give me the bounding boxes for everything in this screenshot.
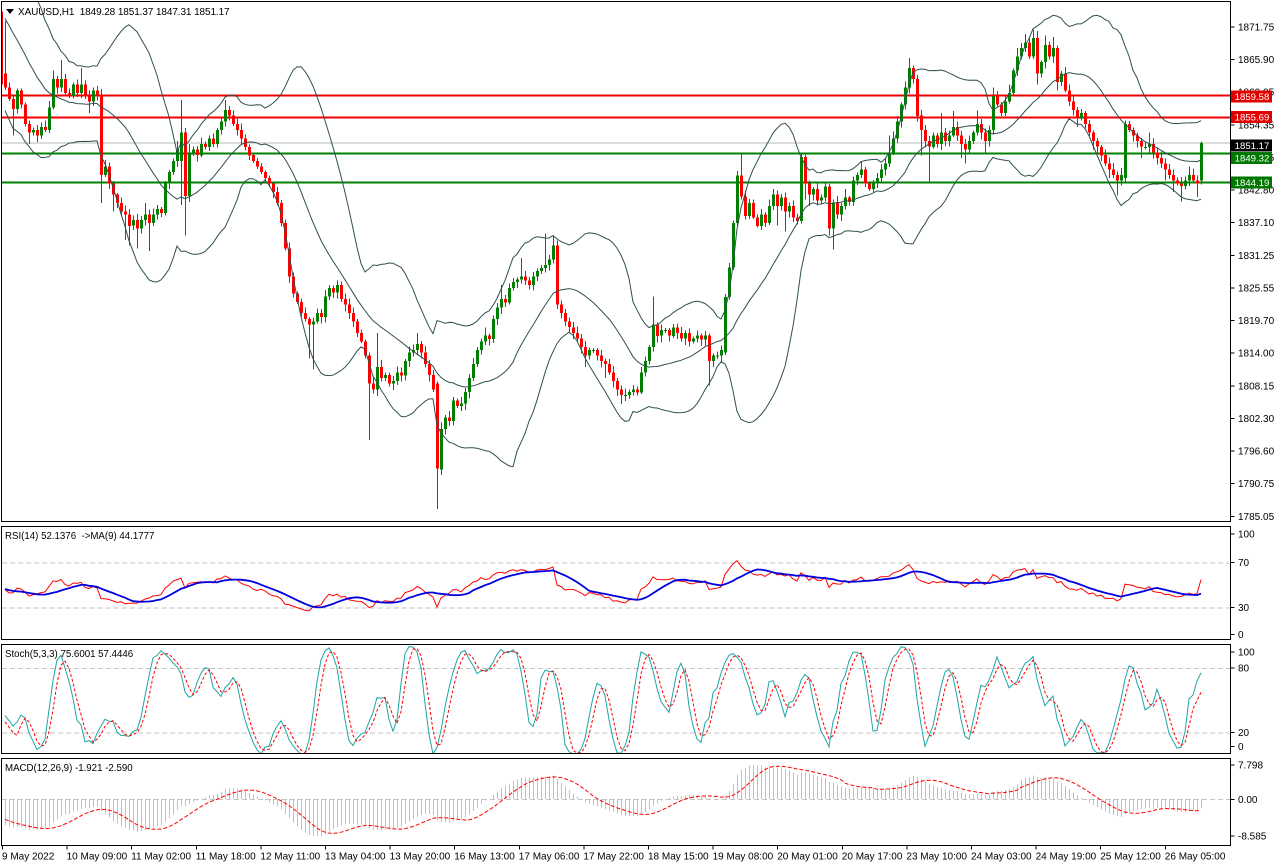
- svg-text:10 May 09:00: 10 May 09:00: [67, 852, 128, 863]
- svg-text:1837.10: 1837.10: [1238, 218, 1275, 229]
- svg-text:9 May 2022: 9 May 2022: [2, 852, 55, 863]
- svg-text:1849.32: 1849.32: [1235, 154, 1270, 165]
- svg-text:0: 0: [1238, 630, 1244, 641]
- svg-text:1814.00: 1814.00: [1238, 349, 1275, 360]
- svg-text:11 May 02:00: 11 May 02:00: [131, 852, 191, 863]
- svg-text:0: 0: [1238, 742, 1244, 753]
- svg-text:1865.90: 1865.90: [1238, 55, 1275, 66]
- svg-text:12 May 11:00: 12 May 11:00: [260, 852, 320, 863]
- svg-text:17 May 22:00: 17 May 22:00: [583, 852, 644, 863]
- svg-text:19 May 08:00: 19 May 08:00: [713, 852, 774, 863]
- svg-text:17 May 06:00: 17 May 06:00: [519, 852, 580, 863]
- svg-text:18 May 15:00: 18 May 15:00: [648, 852, 709, 863]
- svg-text:24 May 19:00: 24 May 19:00: [1036, 852, 1097, 863]
- svg-text:16 May 13:00: 16 May 13:00: [454, 852, 515, 863]
- svg-text:100: 100: [1238, 648, 1255, 659]
- svg-text:13 May 20:00: 13 May 20:00: [390, 852, 451, 863]
- svg-text:70: 70: [1238, 558, 1250, 569]
- svg-text:1842.80: 1842.80: [1238, 186, 1275, 197]
- svg-text:1844.19: 1844.19: [1235, 178, 1270, 189]
- svg-text:80: 80: [1238, 664, 1250, 675]
- svg-text:XAUUSD,H1 1849.28 1851.37 184: XAUUSD,H1 1849.28 1851.37 1847.31 1851.1…: [18, 7, 230, 18]
- svg-text:25 May 12:00: 25 May 12:00: [1100, 852, 1161, 863]
- svg-text:23 May 10:00: 23 May 10:00: [906, 852, 967, 863]
- svg-text:13 May 04:00: 13 May 04:00: [325, 852, 386, 863]
- svg-text:24 May 03:00: 24 May 03:00: [971, 852, 1032, 863]
- svg-text:1825.55: 1825.55: [1238, 283, 1275, 294]
- svg-text:1819.70: 1819.70: [1238, 316, 1275, 327]
- svg-text:RSI(14) 52.1376 ->MA(9) 44.17: RSI(14) 52.1376 ->MA(9) 44.1777: [5, 531, 154, 542]
- svg-text:0.00: 0.00: [1238, 795, 1258, 806]
- svg-text:30: 30: [1238, 603, 1250, 614]
- svg-text:1871.75: 1871.75: [1238, 22, 1275, 33]
- svg-text:1855.69: 1855.69: [1235, 113, 1270, 124]
- svg-text:1796.60: 1796.60: [1238, 447, 1275, 458]
- svg-text:1859.58: 1859.58: [1235, 92, 1270, 103]
- svg-text:1831.25: 1831.25: [1238, 251, 1275, 262]
- svg-text:26 May 05:00: 26 May 05:00: [1165, 852, 1226, 863]
- svg-text:1851.17: 1851.17: [1235, 141, 1270, 152]
- svg-text:20 May 01:00: 20 May 01:00: [777, 852, 838, 863]
- svg-text:MACD(12,26,9) -1.921 -2.590: MACD(12,26,9) -1.921 -2.590: [5, 763, 133, 774]
- svg-text:20: 20: [1238, 728, 1250, 739]
- svg-text:1808.15: 1808.15: [1238, 381, 1275, 392]
- svg-text:-8.585: -8.585: [1238, 832, 1267, 843]
- svg-text:Stoch(5,3,3) 75.6001 57.4446: Stoch(5,3,3) 75.6001 57.4446: [5, 649, 133, 660]
- svg-text:20 May 17:00: 20 May 17:00: [842, 852, 903, 863]
- svg-text:11 May 18:00: 11 May 18:00: [196, 852, 256, 863]
- svg-text:1785.05: 1785.05: [1238, 512, 1275, 523]
- svg-text:100: 100: [1238, 530, 1255, 541]
- svg-text:1802.30: 1802.30: [1238, 414, 1275, 425]
- svg-text:1854.35: 1854.35: [1238, 120, 1275, 131]
- svg-text:1790.75: 1790.75: [1238, 479, 1275, 490]
- svg-text:7.798: 7.798: [1238, 761, 1263, 772]
